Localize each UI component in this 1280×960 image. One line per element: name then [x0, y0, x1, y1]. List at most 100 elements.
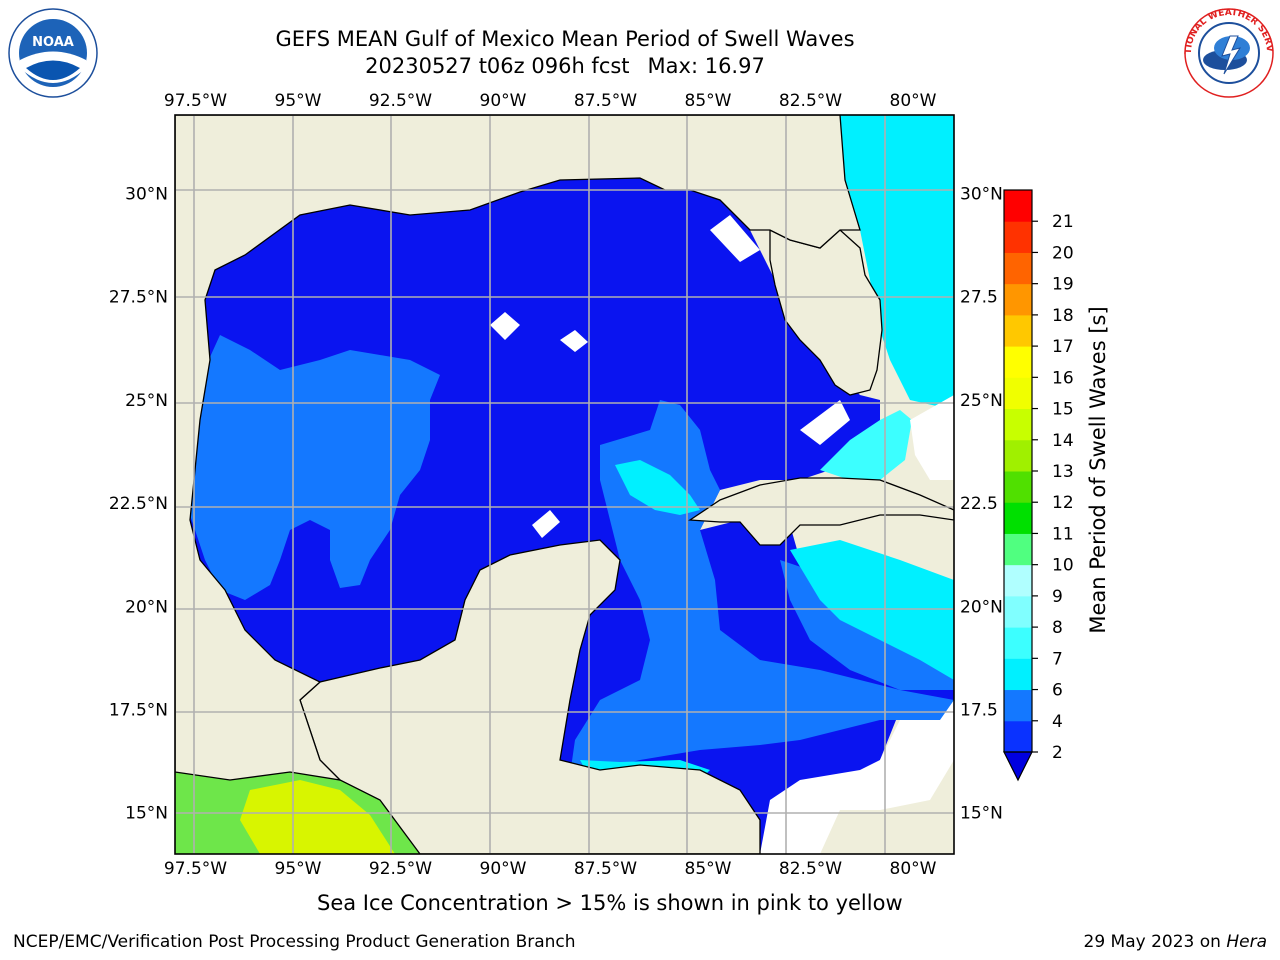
white-gap-2 — [560, 330, 588, 352]
lon-label-top: 97.5°W — [164, 91, 227, 111]
lat-labels-right: 30°N 27.5 25°N 22.5 20°N 17.5 15°N — [960, 184, 1003, 823]
colorbar-tick-label: 6 — [1052, 681, 1063, 701]
colorbar-tick-label: 16 — [1052, 368, 1074, 388]
colorbar-tick-label: 13 — [1052, 462, 1074, 482]
colorbar-segment — [1004, 627, 1032, 659]
footer-date-text: 29 May 2023 on — [1083, 932, 1221, 952]
colorbar-tick-label: 7 — [1052, 649, 1063, 669]
colorbar-segment — [1004, 720, 1032, 753]
colorbar-segment — [1004, 283, 1032, 316]
chart-title: GEFS MEAN Gulf of Mexico Mean Period of … — [275, 27, 855, 51]
colorbar-tick-label: 14 — [1052, 431, 1074, 451]
colorbar-tick-label: 10 — [1052, 556, 1074, 576]
footer-date: 29 May 2023 on Hera — [1084, 932, 1268, 952]
white-gap-4 — [532, 510, 560, 538]
footer-credit: NCEP/EMC/Verification Post Processing Pr… — [13, 932, 576, 952]
colorbar-tick-label: 20 — [1052, 243, 1074, 263]
colorbar-tick-label: 15 — [1052, 400, 1074, 420]
colorbar-segment — [1004, 377, 1032, 410]
lon-label-bottom: 92.5°W — [369, 859, 432, 879]
lon-label-bottom: 97.5°W — [164, 859, 227, 879]
lon-label-top: 90°W — [480, 91, 527, 111]
colorbar-tick-label: 8 — [1052, 618, 1063, 638]
lon-label-bottom: 80°W — [890, 859, 937, 879]
swell-field-cyan-caribbean — [790, 540, 954, 680]
colorbar-segment — [1004, 471, 1032, 503]
white-gap-3 — [710, 215, 760, 262]
land-cuba — [688, 477, 954, 546]
forecast-run: 20230527 t06z 096h fcst — [365, 54, 630, 78]
colorbar-segment — [1004, 346, 1032, 378]
lat-label-left: 15°N — [125, 804, 168, 824]
noaa-logo-text: NOAA — [32, 35, 74, 50]
lon-label-top: 80°W — [890, 91, 937, 111]
colorbar-segment — [1004, 439, 1032, 472]
lat-label-left: 25°N — [125, 391, 168, 411]
lat-labels-left: 30°N 27.5°N 25°N 22.5°N 20°N 17.5°N 15°N — [109, 184, 168, 823]
colorbar-segment — [1004, 314, 1032, 347]
lon-labels-bottom: 97.5°W 95°W 92.5°W 90°W 87.5°W 85°W 82.5°W 80°W — [164, 859, 937, 879]
colorbar-tick-label: 21 — [1052, 212, 1074, 232]
lat-label-left: 17.5°N — [109, 701, 168, 721]
sea-ice-note: Sea Ice Concentration > 15% is shown in … — [317, 891, 903, 915]
lat-label-right: 30°N — [960, 184, 1003, 204]
lat-label-right: 22.5 — [960, 494, 998, 514]
swell-field-cyan-strait — [615, 460, 700, 515]
colorbar-segment — [1004, 502, 1032, 534]
lat-label-right: 27.5 — [960, 288, 998, 308]
lon-label-bottom: 82.5°W — [779, 859, 842, 879]
grid-lines — [175, 115, 954, 854]
colorbar: 2 4 6 7 8 9 10 11 12 13 14 15 16 17 18 19 20 21 — [1003, 189, 1074, 782]
lat-label-left: 20°N — [125, 597, 168, 617]
colorbar-segment — [1004, 689, 1032, 722]
lon-label-top: 85°W — [685, 91, 732, 111]
lon-label-bottom: 87.5°W — [574, 859, 637, 879]
colorbar-tick-label: 2 — [1052, 743, 1063, 763]
nws-logo: NATIONAL WEATHER SERVICE — [1180, 8, 1274, 98]
max-value: Max: 16.97 — [647, 54, 765, 78]
colorbar-segment — [1004, 221, 1032, 253]
lat-label-left: 30°N — [125, 184, 168, 204]
colorbar-tick-label: 18 — [1052, 306, 1074, 326]
lon-labels-top: 97.5°W 95°W 92.5°W 90°W 87.5°W 85°W 82.5°W 80°W — [164, 91, 937, 111]
white-gap-6 — [800, 400, 850, 445]
colorbar-tick-label: 11 — [1052, 524, 1074, 544]
lon-label-top: 87.5°W — [574, 91, 637, 111]
footer-machine: Hera — [1226, 932, 1267, 952]
colorbar-tick-label: 19 — [1052, 275, 1074, 295]
colorbar-segment — [1004, 408, 1032, 441]
colorbar-tick-label: 4 — [1052, 712, 1063, 732]
map-frame — [174, 114, 955, 855]
chart-subtitle: 20230527 t06z 096h fcst Max: 16.97 — [175, 53, 955, 79]
sea-ice-pacific-yellow — [240, 780, 395, 854]
colorbar-tick-label: 17 — [1052, 337, 1074, 357]
lat-label-left: 27.5°N — [109, 288, 168, 308]
lon-label-bottom: 85°W — [685, 859, 732, 879]
colorbar-segment — [1004, 564, 1032, 597]
colorbar-segment — [1004, 190, 1032, 222]
lon-label-bottom: 90°W — [480, 859, 527, 879]
lat-label-left: 22.5°N — [109, 494, 168, 514]
lat-label-right: 20°N — [960, 597, 1003, 617]
colorbar-label: Mean Period of Swell Waves [s] — [1086, 306, 1110, 633]
swell-field-cyan-atlantic — [840, 115, 954, 410]
land-yucatan — [299, 539, 761, 854]
white-gap-5 — [760, 700, 954, 854]
lon-label-top: 95°W — [275, 91, 322, 111]
colorbar-tick-label: 9 — [1052, 587, 1063, 607]
white-gap-1 — [490, 312, 520, 340]
colorbar-segment — [1004, 595, 1032, 628]
lat-label-right: 17.5 — [960, 701, 998, 721]
lat-label-right: 25°N — [960, 391, 1003, 411]
colorbar-extend-triangle — [1003, 751, 1033, 782]
colorbar-segment — [1004, 533, 1032, 566]
noaa-logo: NOAA — [8, 8, 98, 98]
lat-label-right: 15°N — [960, 804, 1003, 824]
lon-label-top: 92.5°W — [369, 91, 432, 111]
lon-label-bottom: 95°W — [275, 859, 322, 879]
lon-label-top: 82.5°W — [779, 91, 842, 111]
colorbar-segment — [1004, 252, 1032, 285]
swell-field-cyan-keys — [820, 410, 912, 480]
white-gap-7 — [910, 395, 954, 480]
